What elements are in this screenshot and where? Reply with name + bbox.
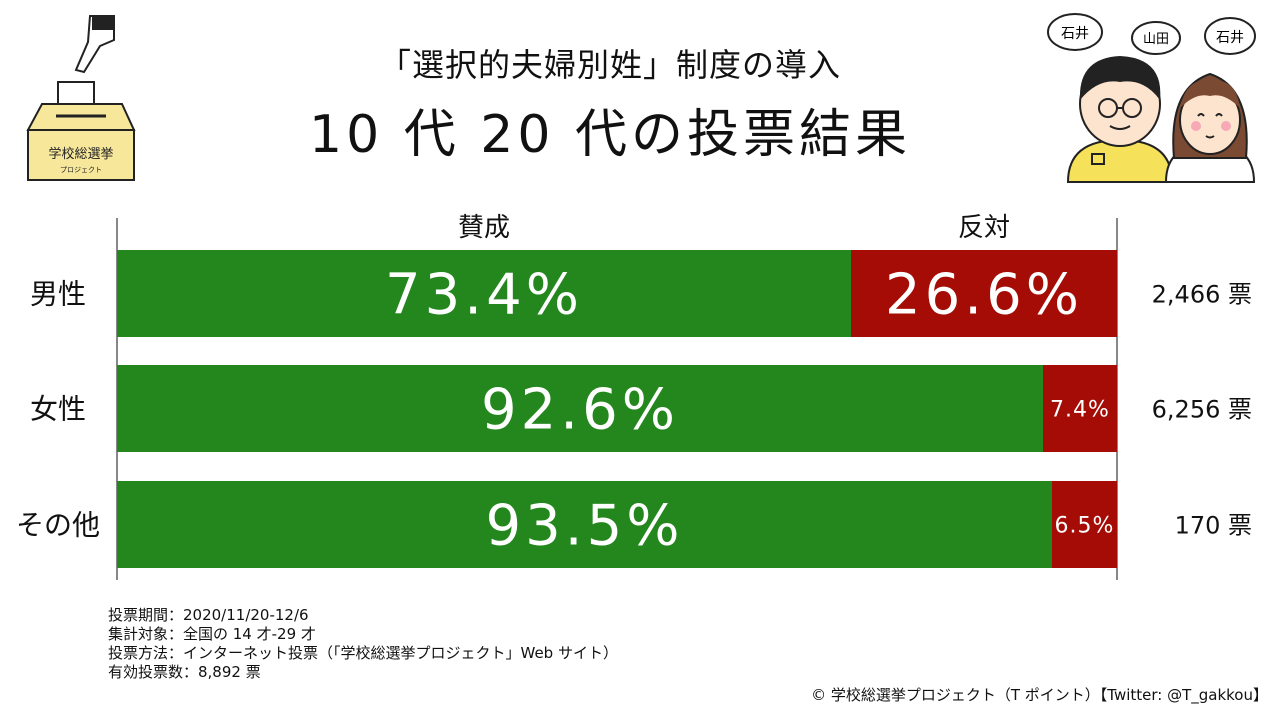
note-method: 投票方法：インターネット投票（「学校総選挙プロジェクト」Web サイト） <box>108 644 618 662</box>
data-label-agree-0: 73.4% <box>385 263 583 328</box>
data-label-disagree-2: 6.5% <box>1055 514 1115 539</box>
speech-bubble-2 <box>1131 21 1181 55</box>
category-label-0: 男性 <box>30 278 86 311</box>
copyright-text: © 学校総選挙プロジェクト（T ポイント）【Twitter: @T_gakkou… <box>811 686 1268 704</box>
total-votes-0: 2,466 票 <box>1152 281 1252 309</box>
speech-bubble-1-text: 石井 <box>1061 26 1089 42</box>
speech-bubble-3-text: 石井 <box>1216 30 1244 46</box>
legend-series-disagree: 反対 <box>958 213 1010 243</box>
bar-disagree-0 <box>851 250 1117 337</box>
data-label-agree-1: 92.6% <box>481 378 679 443</box>
note-target: 集計対象：全国の 14 才-29 才 <box>108 625 316 643</box>
bar-disagree-2 <box>1052 481 1117 568</box>
category-label-2: その他 <box>16 509 100 542</box>
note-period: 投票期間：2020/11/20-12/6 <box>108 606 309 624</box>
data-label-disagree-0: 26.6% <box>885 263 1083 328</box>
total-votes-1: 6,256 票 <box>1152 396 1252 424</box>
data-label-disagree-1: 7.4% <box>1050 398 1110 423</box>
chart-title-line2: 10 代 20 代の投票結果 <box>309 105 911 165</box>
ballot-box-illustration: 学校総選挙 プロジェクト <box>26 15 136 181</box>
chart-title-line1: 「選択的夫婦別姓」制度の導入 <box>378 46 841 84</box>
bar-agree-0 <box>117 250 851 337</box>
speech-bubble-2-text: 山田 <box>1143 32 1169 47</box>
characters-illustration: 石井 山田 石井 <box>1047 13 1256 183</box>
category-label-1: 女性 <box>30 393 86 426</box>
bar-disagree-1 <box>1043 365 1117 452</box>
speech-bubble-3 <box>1204 17 1256 55</box>
speech-bubble-1 <box>1047 13 1103 51</box>
data-label-agree-2: 93.5% <box>486 494 684 559</box>
bar-agree-1 <box>117 365 1043 452</box>
note-valid-votes: 有効投票数：8,892 票 <box>108 663 261 681</box>
total-votes-2: 170 票 <box>1175 512 1252 540</box>
legend-series-agree: 賛成 <box>458 213 510 243</box>
ballot-box-label: 学校総選挙 <box>48 146 113 162</box>
ballot-box-sublabel: プロジェクト <box>60 166 102 174</box>
survey-notes: 投票期間：2020/11/20-12/6 集計対象：全国の 14 才-29 才 … <box>108 606 618 682</box>
bar-agree-2 <box>117 481 1052 568</box>
